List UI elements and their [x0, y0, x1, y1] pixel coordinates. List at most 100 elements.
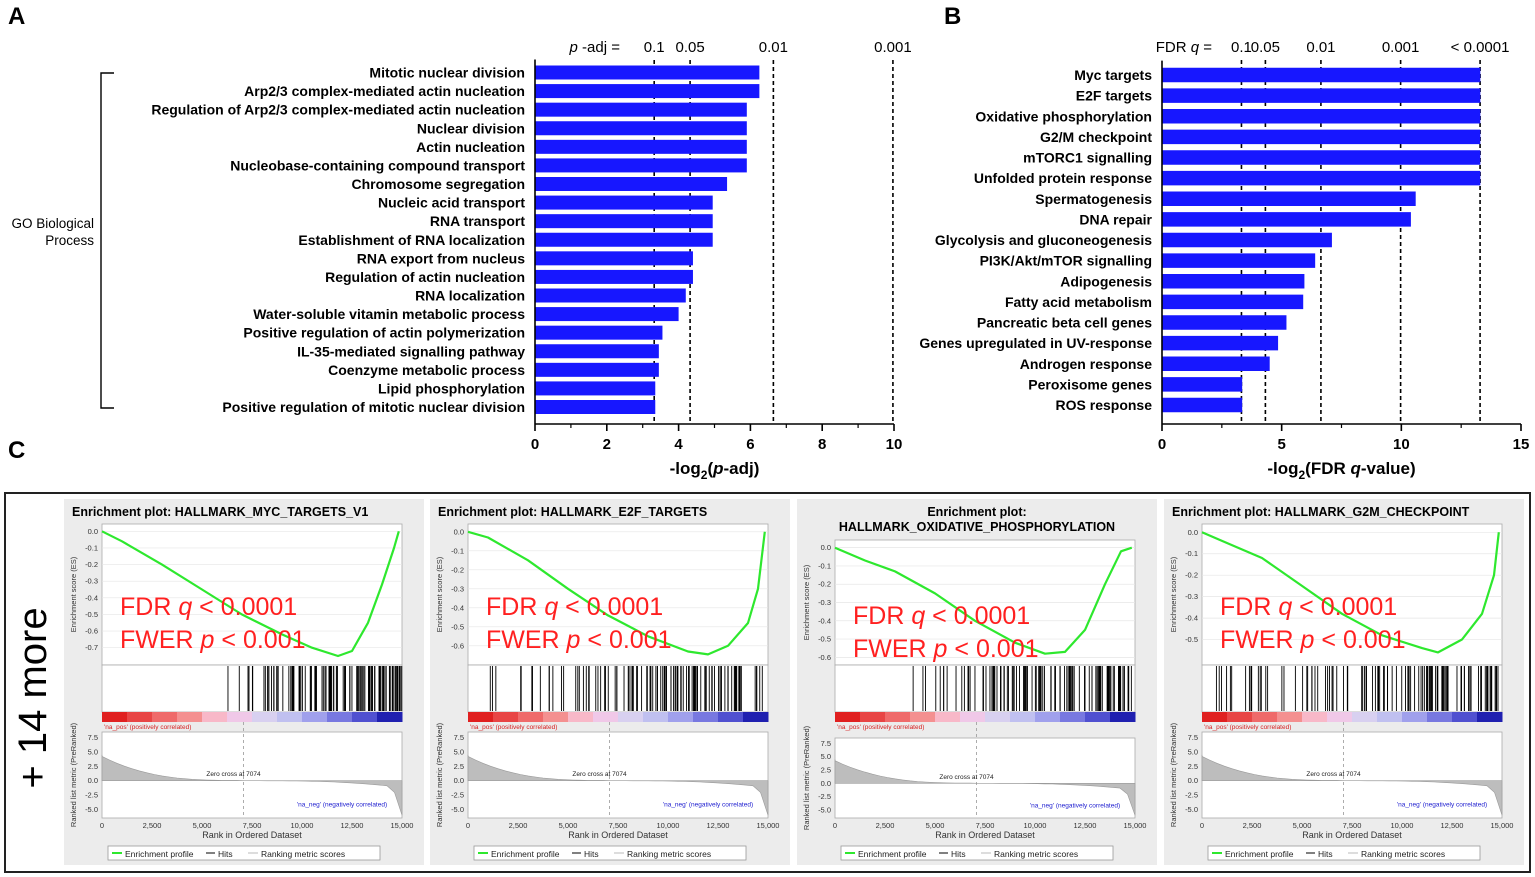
fwer-annotation: FWER p < 0.001 [486, 626, 672, 654]
fwer-annotation-value: < 0.001 [947, 635, 1038, 663]
bar [535, 325, 663, 340]
category-label: Nuclear division [417, 120, 525, 136]
rank-x-tick-label: 10,000 [291, 821, 314, 830]
legend-label-hits: Hits [584, 849, 599, 859]
fwer-annotation-prefix: FWER [1220, 626, 1301, 654]
enrichment-plot: Enrichment plot: HALLMARK_G2M_CHECKPOINT… [1164, 499, 1524, 865]
x-axis-label-open: ( [707, 459, 713, 478]
ranking-colorbar-segment [1452, 712, 1478, 722]
bar [1162, 67, 1481, 83]
ranking-colorbar-segment [1110, 712, 1136, 722]
legend-label-profile: Enrichment profile [125, 849, 194, 859]
panel-label-b: B [944, 3, 961, 30]
es-tick-label: 0.0 [88, 527, 98, 536]
ranking-colorbar-segment [1035, 712, 1061, 722]
category-label: Glycolysis and gluconeogenesis [935, 232, 1152, 248]
ranking-colorbar-segment [743, 712, 769, 722]
bar [1162, 315, 1287, 330]
ranking-colorbar-segment [1477, 712, 1503, 722]
es-tick-label: -0.5 [818, 635, 831, 644]
fwer-annotation-prefix: FWER [120, 626, 201, 654]
threshold-header: FDR q = [1156, 39, 1213, 56]
ranking-colorbar-segment [493, 712, 519, 722]
plot-title-line2: HALLMARK_OXIDATIVE_PHOSPHORYLATION [839, 520, 1115, 534]
category-label: Lipid phosphorylation [378, 380, 525, 396]
bar [535, 102, 747, 117]
bar [535, 84, 760, 99]
ranking-colorbar-segment [277, 712, 303, 722]
legend-label-profile: Enrichment profile [491, 849, 560, 859]
ranking-metric-area [101, 754, 403, 816]
fwer-annotation-prefix: FWER [853, 635, 934, 663]
legend-label-ranking: Ranking metric scores [261, 849, 345, 859]
es-tick-label: 0.0 [1188, 528, 1198, 537]
rank-x-tick-label: 15,000 [757, 821, 780, 830]
category-label: Androgen response [1020, 356, 1152, 372]
enrichment-profile-line [101, 530, 400, 658]
bar [1162, 356, 1270, 371]
x-axis-label-open: (FDR [1305, 459, 1350, 478]
es-axis-label: Enrichment score (ES) [802, 564, 811, 640]
fwer-annotation-symbol: p [566, 626, 581, 654]
ranking-colorbar-segment [518, 712, 544, 722]
legend-label-ranking: Ranking metric scores [627, 849, 711, 859]
bar [535, 269, 693, 284]
es-tick-label: -0.4 [1185, 614, 1198, 623]
fwer-annotation-symbol: p [933, 635, 948, 663]
bar [1162, 212, 1411, 227]
x-tick-label: 10 [886, 436, 903, 453]
rank-x-tick-label: 10,000 [657, 821, 680, 830]
legend-label-ranking: Ranking metric scores [1361, 849, 1445, 859]
threshold-header-equals: = [1199, 39, 1212, 56]
rank-tick-label: -5.0 [1185, 805, 1198, 814]
es-tick-label: -0.3 [85, 577, 98, 586]
x-axis-label-symbol: p [712, 459, 723, 478]
ranking-colorbar-segment [1352, 712, 1378, 722]
threshold-label: 0.1 [1231, 39, 1252, 56]
threshold-header: p -adj = [569, 39, 621, 56]
rank-x-tick-label: 0 [100, 821, 104, 830]
category-label: RNA export from nucleus [357, 250, 525, 266]
ranking-colorbar-segment [860, 712, 886, 722]
es-tick-label: -0.6 [85, 627, 98, 636]
rank-tick-label: 7.5 [454, 733, 464, 742]
category-label: mTORC1 signalling [1023, 150, 1152, 166]
rank-x-axis-label: Rank in Ordered Dataset [935, 830, 1035, 840]
es-tick-label: -0.2 [818, 580, 831, 589]
legend-label-hits: Hits [218, 849, 233, 859]
es-tick-label: -0.2 [451, 565, 464, 574]
x-axis-label-subscript: 2 [1298, 468, 1305, 482]
es-tick-label: -0.4 [818, 616, 831, 625]
legend-box [473, 845, 747, 861]
rank-axis-label: Ranked list metric (PreRanked) [802, 725, 811, 830]
category-label: Peroxisome genes [1028, 376, 1152, 392]
ranking-colorbar-segment [1010, 712, 1036, 722]
legend-box [1207, 845, 1481, 861]
category-label: ROS response [1056, 397, 1153, 413]
rank-x-tick-label: 10,000 [1391, 821, 1414, 830]
ranking-colorbar-segment [618, 712, 644, 722]
x-tick-label: 5 [1277, 436, 1285, 453]
es-tick-label: -0.3 [818, 598, 831, 607]
ranking-colorbar-segment [152, 712, 178, 722]
category-label: Myc targets [1074, 67, 1152, 83]
panel-a: p -adj = 0.1 0.05 0.01 0.001 Mitotic nuclear … [11, 39, 911, 482]
ranking-colorbar-segment [643, 712, 669, 722]
rank-x-tick-label: 2,500 [509, 821, 528, 830]
enrichment-profile-line [467, 530, 766, 656]
es-tick-label: -0.5 [451, 622, 464, 631]
fdr-annotation-prefix: FDR [486, 593, 544, 621]
bar [535, 251, 693, 266]
x-axis-label-log: -log [1267, 459, 1298, 478]
rank-x-axis-label: Rank in Ordered Dataset [1302, 830, 1402, 840]
go-bracket-line [100, 72, 114, 409]
bar [1162, 129, 1481, 145]
category-label: Regulation of Arp2/3 complex-mediated ac… [151, 102, 525, 118]
zero-cross-label: Zero cross at 7074 [572, 771, 627, 778]
panel-label-a: A [8, 3, 25, 30]
ranking-colorbar-segment [835, 712, 861, 722]
positive-correlation-label: 'na_pos' (positively correlated) [837, 724, 924, 731]
ranking-colorbar-segment [1377, 712, 1403, 722]
